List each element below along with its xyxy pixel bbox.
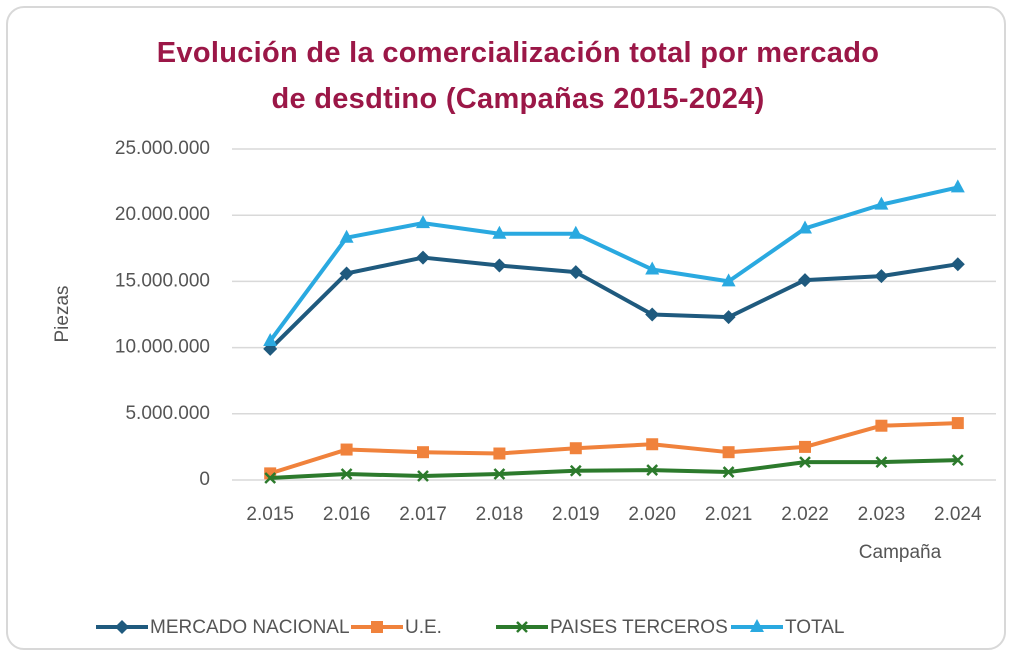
marker: [722, 446, 735, 459]
x-tick-label: 2.016: [323, 504, 371, 525]
series-line: [269, 421, 958, 476]
marker: [115, 620, 129, 634]
marker: [493, 447, 506, 460]
legend-label: U.E.: [405, 617, 442, 638]
marker: [416, 215, 430, 229]
marker: [722, 466, 735, 478]
x-axis-label: Campaña: [859, 542, 942, 563]
marker: [874, 269, 889, 284]
marker: [263, 332, 278, 346]
marker: [799, 456, 811, 469]
marker: [417, 446, 429, 459]
marker: [371, 621, 383, 633]
marker: [568, 225, 583, 239]
marker: [951, 454, 964, 467]
marker: [750, 619, 764, 632]
marker: [339, 229, 354, 243]
marker: [951, 417, 964, 430]
marker: [416, 250, 430, 265]
marker: [799, 440, 811, 453]
y-tick-label: 15.000.000: [115, 270, 210, 291]
y-axis-label: Piezas: [52, 285, 73, 342]
card: [6, 6, 1006, 650]
x-tick-label: 2.021: [705, 504, 753, 525]
marker: [569, 442, 582, 455]
chart-title: Evolución de la comercialización total p…: [156, 37, 880, 115]
marker: [950, 257, 965, 272]
marker: [516, 621, 528, 633]
legend-label: PAISES TERCEROS: [550, 617, 728, 638]
x-tick-label: 2.022: [781, 504, 829, 525]
x-tick-label: 2.020: [628, 504, 676, 525]
y-tick-label: 5.000.000: [125, 403, 210, 424]
legend-label: MERCADO NACIONAL: [150, 617, 350, 638]
marker: [493, 468, 506, 480]
x-tick-label: 2.018: [476, 504, 524, 525]
series-line: [270, 458, 958, 481]
marker: [339, 266, 354, 281]
marker: [798, 220, 812, 234]
marker: [721, 310, 736, 325]
marker: [340, 443, 353, 456]
y-tick-label: 0: [199, 469, 210, 490]
marker: [646, 438, 659, 451]
marker: [645, 261, 660, 275]
marker: [264, 472, 277, 484]
y-tick-label: 10.000.000: [115, 337, 210, 358]
y-tick-label: 25.000.000: [115, 138, 210, 159]
marker: [492, 225, 507, 239]
series-line: [268, 255, 959, 351]
marker: [417, 470, 429, 482]
y-tick-label: 20.000.000: [115, 204, 210, 225]
marker: [721, 273, 736, 287]
marker: [492, 258, 507, 273]
x-tick-label: 2.019: [552, 504, 600, 525]
x-tick-label: 2.017: [399, 504, 447, 525]
x-tick-label: 2.024: [934, 504, 982, 525]
marker: [340, 468, 353, 480]
marker: [568, 265, 583, 280]
marker: [798, 273, 812, 288]
marker: [875, 419, 888, 432]
marker: [646, 464, 659, 476]
x-tick-label: 2.023: [858, 504, 906, 525]
marker: [645, 307, 660, 322]
marker: [569, 464, 582, 477]
x-tick-label: 2.015: [246, 504, 294, 525]
marker: [874, 196, 889, 210]
marker: [950, 179, 965, 193]
marker: [875, 456, 888, 469]
series-line: [268, 185, 959, 343]
legend-label: TOTAL: [785, 617, 844, 638]
